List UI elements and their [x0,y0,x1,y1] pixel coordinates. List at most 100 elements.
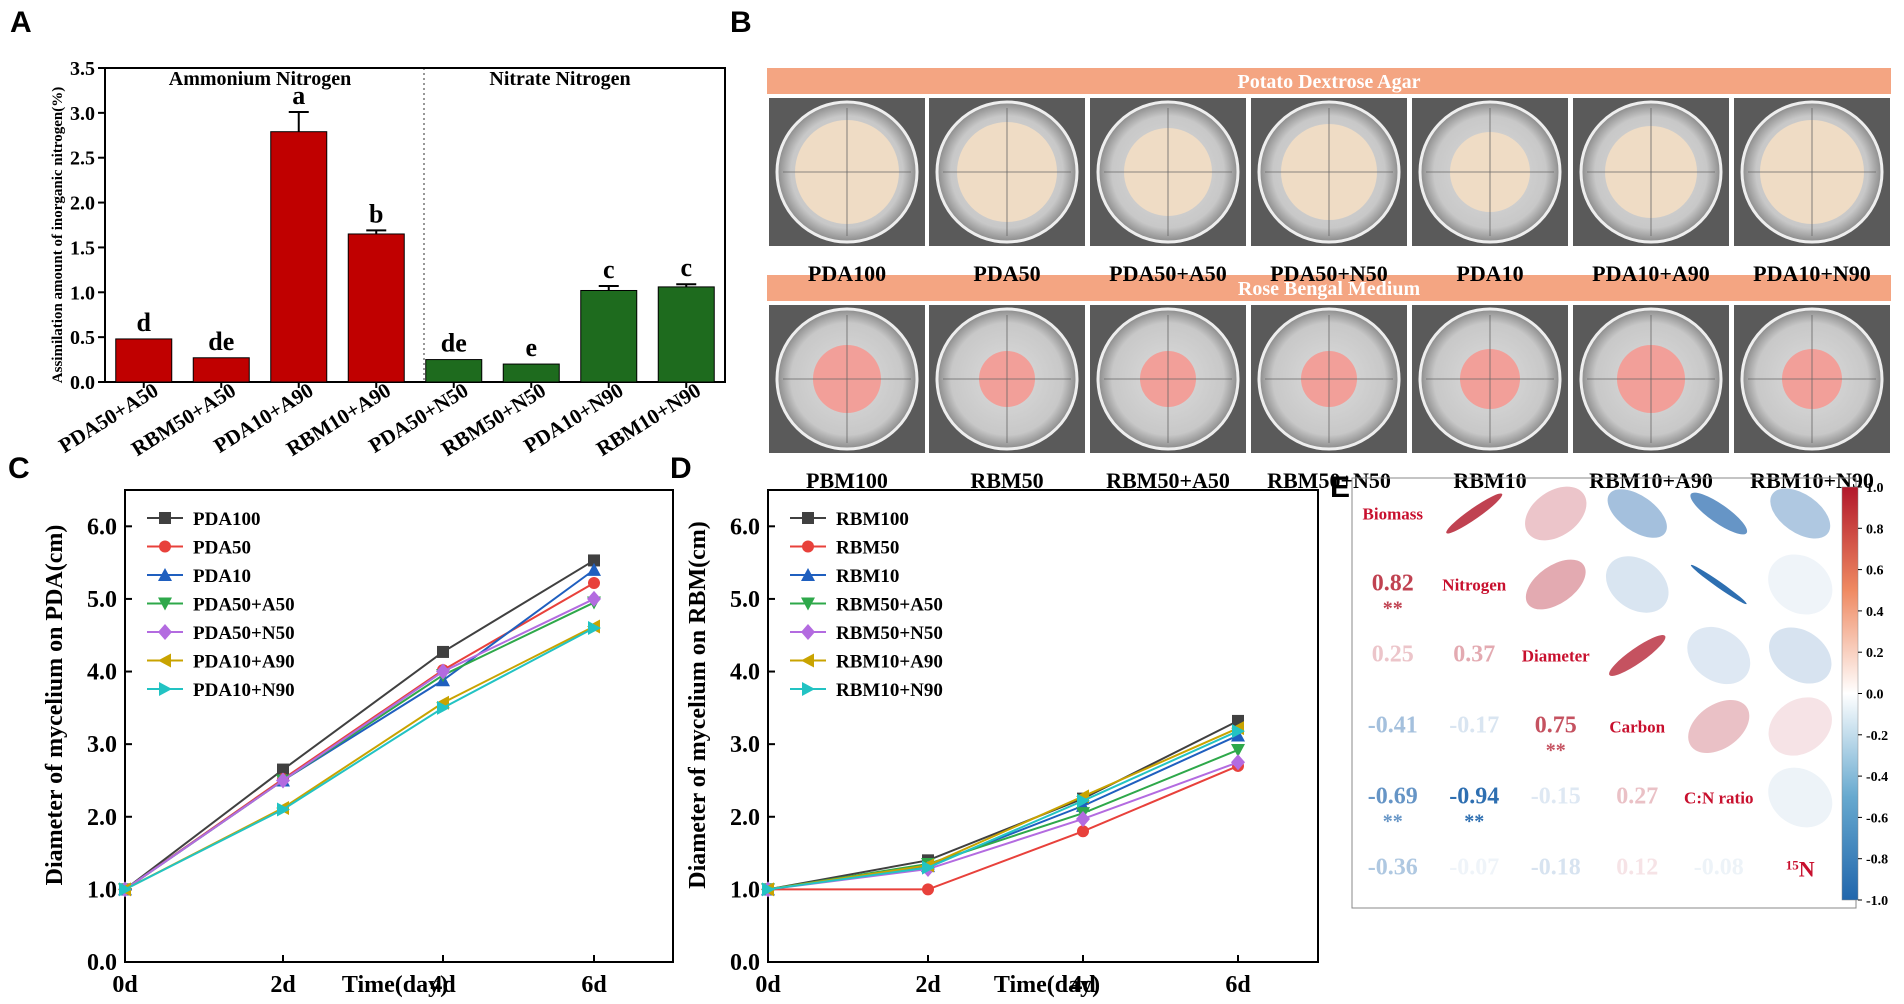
correlation-value: 0.25 [1372,642,1414,668]
pda-header-text: Potato Dextrose Agar [1238,71,1421,93]
correlation-ellipse [1769,627,1832,684]
superscript: 15 [1786,857,1800,872]
data-point [588,576,600,589]
variable-label: Diameter [1522,647,1590,666]
correlation-ellipse [1688,700,1750,753]
plate-label: RBM10+A90 [1589,468,1713,493]
data-point [587,562,601,576]
variable-label: 15N [1786,857,1815,882]
y-tick-label: 1.0 [730,877,760,903]
x-tick-label: 4d [430,972,456,998]
line-chart-d-ylabel: Diameter of mycelium on RBM(cm) [685,521,711,888]
plate-label: RBM50+N50 [1267,468,1391,493]
data-point [802,682,815,696]
y-tick-label: 0.0 [87,950,117,976]
legend-label: RBM10 [836,566,899,587]
plate-label: PDA50+N50 [1270,261,1388,286]
line-chart-d: Diameter of mycelium on RBM(cm) Time(day… [685,489,1319,998]
data-point [588,620,601,635]
variable-label: Carbon [1609,718,1665,737]
data-point [801,653,814,668]
plate-label: PDA10 [1456,261,1523,286]
rbm-header-bar [767,275,1891,301]
y-tick-label: 2.5 [70,148,95,170]
data-point [587,590,601,607]
data-point [1232,724,1245,739]
colorbar-tick-label: -0.4 [1866,770,1888,785]
data-point [437,645,449,658]
y-tick-label: 1.0 [87,877,117,903]
x-tick-label: 6d [581,972,607,998]
legend-label: PDA100 [193,509,261,530]
legend-label: RBM50+A50 [836,595,943,616]
data-point [158,653,171,668]
y-tick-label: 3.0 [730,732,760,758]
bar [192,357,250,383]
plate-photos: Potato Dextrose Agar Rose Bengal Medium … [767,68,1891,493]
data-point [1076,810,1090,827]
data-point [762,882,775,897]
legend-label: PDA50+N50 [193,623,295,644]
line-chart-c-xlabel: Time(day) [342,972,448,998]
y-tick-label: 6.0 [87,514,117,540]
plate-label: PDA50+A50 [1109,261,1227,286]
panel-letter-a: A [10,6,32,39]
legend-label: PDA50 [193,538,251,559]
legend-label: PDA10+A90 [193,652,295,673]
data-point [158,568,172,581]
colorbar-tick-label: 0.4 [1866,605,1884,620]
significance-letter: b [369,199,383,228]
y-tick-label: 4.0 [730,660,760,686]
y-tick-label: 3.0 [70,103,95,125]
colorbar-tick-label: -0.6 [1866,811,1888,826]
correlation-ellipse [1525,559,1586,610]
correlation-ellipse [1607,489,1667,538]
correlation-value: 0.27 [1616,784,1658,810]
bar [502,363,560,383]
significance-stars: ** [1383,598,1403,620]
data-point [801,624,815,640]
plot-frame [767,489,1319,963]
data-point [1077,825,1089,838]
legend-label: RBM10+N90 [836,680,943,701]
y-tick-label: 6.0 [730,514,760,540]
bar-chart-a: Assimilation amount of inorganic nitroge… [50,58,726,461]
x-tick-label: 0d [112,972,138,998]
significance-stars: ** [1546,740,1566,762]
significance-letter: d [137,308,152,337]
correlation-value: -0.17 [1449,713,1499,739]
y-tick-label: 1.5 [70,237,95,259]
bar-chart-a-frame [104,67,726,383]
data-point [277,802,290,817]
panel-letter-d: D [670,452,692,485]
correlation-ellipse [1609,635,1666,676]
correlation-value: -0.41 [1368,713,1418,739]
data-point [1231,754,1245,771]
y-tick-label: 2.0 [70,193,95,215]
legend-label: RBM100 [836,509,909,530]
variable-label: C:N ratio [1684,789,1753,808]
bar [347,233,405,383]
significance-letter: e [525,333,537,362]
legend-label: RBM50+N50 [836,623,943,644]
data-point [276,772,290,789]
data-point [158,597,172,611]
data-point [158,624,172,640]
bar [115,338,173,383]
data-point [436,663,450,680]
colorbar-tick-label: -1.0 [1866,894,1888,909]
variable-label: Biomass [1363,505,1424,524]
bar [425,359,483,383]
panel-letter-c: C [8,452,30,485]
plot-frame [124,489,674,963]
pda-header-bar [767,68,1891,94]
correlation-ellipse [1768,554,1833,615]
colorbar-tick-label: 0.6 [1866,564,1884,579]
series-line [124,601,595,891]
significance-stars: ** [1383,811,1403,833]
series-line [124,627,595,891]
correlation-frame [1351,477,1857,909]
x-tick-label: 2d [915,972,941,998]
data-point [159,540,171,553]
